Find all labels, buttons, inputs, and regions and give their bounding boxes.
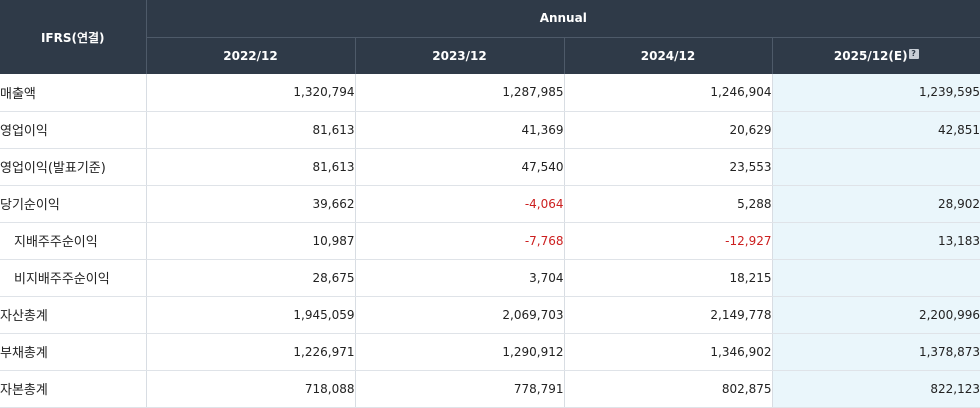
period-header-2024: 2024/12 — [564, 37, 773, 74]
value-cell: 13,183 — [772, 222, 980, 260]
value-cell: 28,902 — [772, 185, 980, 223]
value-cell: 5,288 — [564, 185, 773, 223]
value-cell: 2,069,703 — [355, 296, 565, 334]
period-header-2023: 2023/12 — [355, 37, 565, 74]
value-cell: 81,613 — [146, 111, 356, 149]
value-cell: -4,064 — [355, 185, 565, 223]
value-cell: 1,378,873 — [772, 333, 980, 371]
table-header-label: IFRS(연결) — [0, 0, 147, 74]
table-row: 비지배주주순이익 28,675 3,704 18,215 — [0, 259, 980, 297]
row-label[interactable]: 영업이익(발표기준) — [0, 148, 147, 186]
value-cell — [772, 148, 980, 186]
row-label[interactable]: 영업이익 — [0, 111, 147, 149]
value-cell: 778,791 — [355, 370, 565, 408]
value-cell: 1,320,794 — [146, 74, 356, 112]
row-label[interactable]: 매출액 — [0, 74, 147, 112]
row-label[interactable]: 지배주주순이익 — [0, 222, 147, 260]
table-row: 자본총계 718,088 778,791 802,875 822,123 — [0, 370, 980, 408]
annual-group-header: Annual — [146, 0, 980, 38]
value-cell: 39,662 — [146, 185, 356, 223]
value-cell: 28,675 — [146, 259, 356, 297]
value-cell: 1,287,985 — [355, 74, 565, 112]
table-row: 영업이익(발표기준) 81,613 47,540 23,553 — [0, 148, 980, 186]
value-cell: 3,704 — [355, 259, 565, 297]
period-header-2022: 2022/12 — [146, 37, 356, 74]
table-row: 당기순이익 39,662 -4,064 5,288 28,902 — [0, 185, 980, 223]
row-label[interactable]: 자본총계 — [0, 370, 147, 408]
table-row: 매출액 1,320,794 1,287,985 1,246,904 1,239,595 — [0, 74, 980, 112]
value-cell: -12,927 — [564, 222, 773, 260]
table-row: 자산총계 1,945,059 2,069,703 2,149,778 2,200,996 — [0, 296, 980, 334]
value-cell — [772, 259, 980, 297]
value-cell: 1,239,595 — [772, 74, 980, 112]
value-cell: 81,613 — [146, 148, 356, 186]
value-cell: 1,226,971 — [146, 333, 356, 371]
value-cell: 18,215 — [564, 259, 773, 297]
value-cell: 1,246,904 — [564, 74, 773, 112]
value-cell: 1,346,902 — [564, 333, 773, 371]
table-row: 지배주주순이익 10,987 -7,768 -12,927 13,183 — [0, 222, 980, 260]
value-cell: 2,149,778 — [564, 296, 773, 334]
value-cell: 20,629 — [564, 111, 773, 149]
period-header-2025-label: 2025/12(E) — [833, 48, 908, 63]
value-cell: 718,088 — [146, 370, 356, 408]
value-cell: 23,553 — [564, 148, 773, 186]
table-row: 부채총계 1,226,971 1,290,912 1,346,902 1,378,873 — [0, 333, 980, 371]
value-cell: 1,945,059 — [146, 296, 356, 334]
value-cell: 41,369 — [355, 111, 565, 149]
value-cell: 2,200,996 — [772, 296, 980, 334]
table-body: 매출액 1,320,794 1,287,985 1,246,904 1,239,595 영… — [0, 74, 980, 408]
help-icon[interactable]: ? — [908, 48, 919, 59]
table-row: 영업이익 81,613 41,369 20,629 42,851 — [0, 111, 980, 149]
row-label[interactable]: 자산총계 — [0, 296, 147, 334]
value-cell: 47,540 — [355, 148, 565, 186]
period-header-2025-estimate: 2025/12(E)? — [772, 37, 980, 74]
value-cell: -7,768 — [355, 222, 565, 260]
row-label[interactable]: 비지배주주순이익 — [0, 259, 147, 297]
value-cell: 822,123 — [772, 370, 980, 408]
value-cell: 42,851 — [772, 111, 980, 149]
row-label[interactable]: 당기순이익 — [0, 185, 147, 223]
value-cell: 10,987 — [146, 222, 356, 260]
value-cell: 802,875 — [564, 370, 773, 408]
value-cell: 1,290,912 — [355, 333, 565, 371]
row-label[interactable]: 부채총계 — [0, 333, 147, 371]
